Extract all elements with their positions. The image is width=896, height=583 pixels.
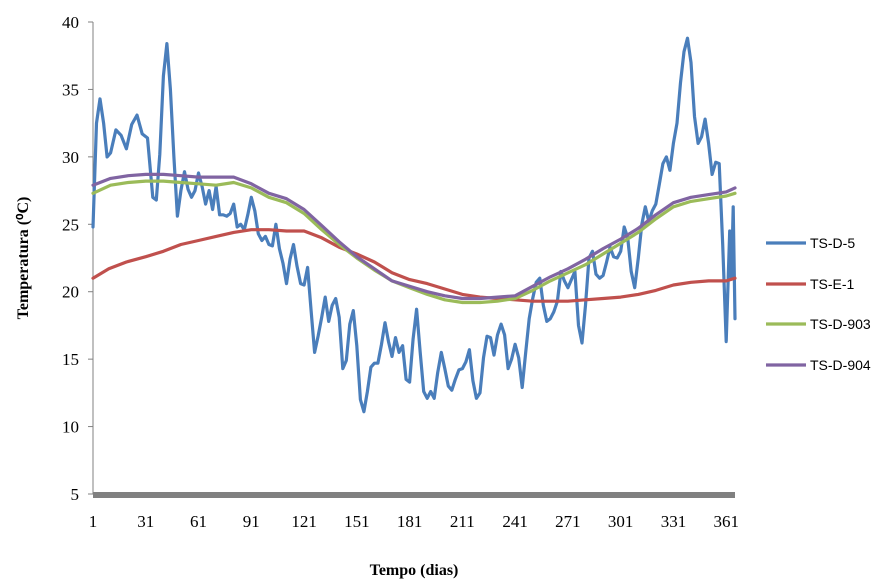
y-tick-label: 25 — [62, 215, 79, 234]
y-axis-ticks: 5 10 15 20 25 30 35 40 — [62, 13, 93, 504]
x-tick-label: 61 — [190, 512, 207, 531]
x-tick-label: 181 — [397, 512, 423, 531]
y-axis-title: Temperatura (⁰C) — [15, 197, 32, 320]
y-tick-label: 10 — [62, 418, 79, 437]
x-tick-label: 241 — [502, 512, 528, 531]
x-tick-label: 91 — [243, 512, 260, 531]
legend-label: TS-D-903 — [810, 316, 871, 332]
legend-label: TS-D-5 — [810, 235, 855, 251]
legend: TS-D-5 TS-E-1 TS-D-903 TS-D-904 — [766, 235, 871, 373]
series-line-ts-d-904 — [91, 172, 737, 301]
y-tick-label: 30 — [62, 148, 79, 167]
x-tick-label: 31 — [137, 512, 154, 531]
x-tick-label: 211 — [450, 512, 475, 531]
y-tick-label: 35 — [62, 80, 79, 99]
x-tick-label: 1 — [89, 512, 98, 531]
series-line-ts-d-5 — [91, 36, 737, 414]
axes — [92, 22, 735, 498]
legend-label: TS-D-904 — [810, 357, 871, 373]
y-tick-label: 40 — [62, 13, 79, 32]
x-axis-title: Tempo (dias) — [370, 562, 459, 579]
x-axis-band — [93, 492, 735, 498]
x-tick-label: 271 — [555, 512, 581, 531]
x-tick-label: 151 — [344, 512, 370, 531]
x-tick-label: 301 — [608, 512, 634, 531]
legend-label: TS-E-1 — [810, 276, 855, 292]
y-tick-label: 15 — [62, 350, 79, 369]
series-lines — [91, 36, 737, 414]
series-line-ts-d-903 — [91, 179, 737, 305]
x-tick-label: 361 — [713, 512, 739, 531]
x-axis-ticks: 1 31 61 91 121 151 181 211 241 271 301 331 361 — [89, 512, 739, 531]
y-tick-label: 5 — [71, 485, 80, 504]
series-line-ts-e-1 — [91, 228, 737, 303]
x-tick-label: 121 — [291, 512, 317, 531]
x-tick-label: 331 — [661, 512, 687, 531]
y-tick-label: 20 — [62, 283, 79, 302]
